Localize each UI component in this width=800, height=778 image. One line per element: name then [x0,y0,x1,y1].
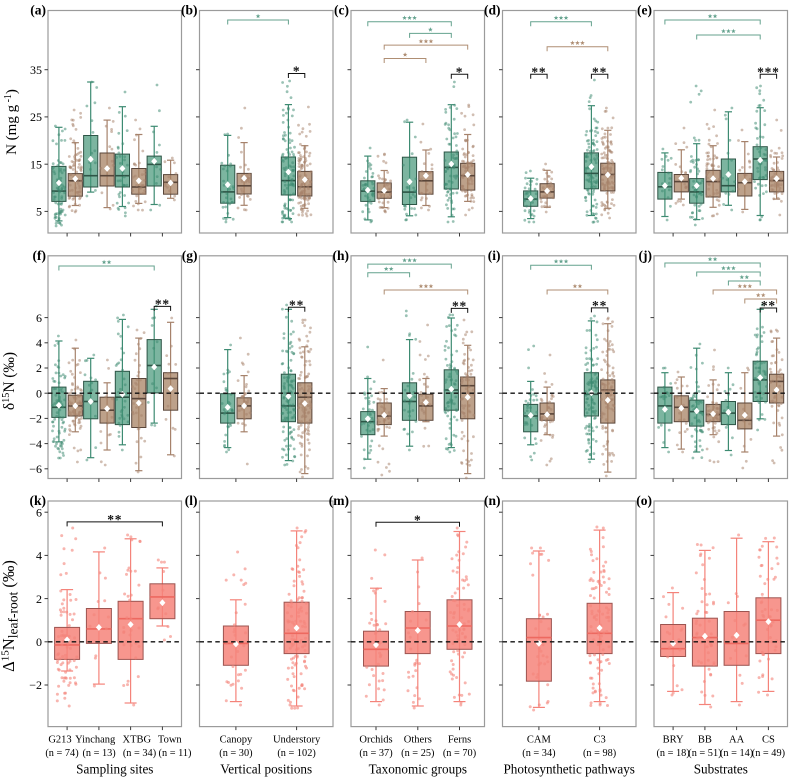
svg-text:(n = 14): (n = 14) [720,748,753,759]
svg-text:(h): (h) [333,248,350,263]
svg-text:CS: CS [762,735,775,746]
svg-text:(n = 49): (n = 49) [752,748,785,759]
svg-text:***: *** [757,64,780,79]
svg-text:(n): (n) [484,493,501,508]
svg-text:(f): (f) [33,248,47,263]
svg-text:0: 0 [36,635,42,649]
svg-text:**: ** [592,64,607,79]
svg-text:Orchids: Orchids [359,735,392,746]
svg-text:Vertical positions: Vertical positions [220,762,312,777]
svg-text:**: ** [155,297,170,312]
svg-text:(a): (a) [30,3,46,18]
svg-text:XTBG: XTBG [123,735,152,746]
svg-text:C3: C3 [593,735,605,746]
svg-text:(k): (k) [30,493,47,508]
svg-text:Sampling sites: Sampling sites [76,762,153,777]
svg-text:Δ15Nleaf-root (‰): Δ15Nleaf-root (‰) [0,560,21,672]
svg-text:(n = 13): (n = 13) [82,748,115,759]
svg-text:Canopy: Canopy [220,735,253,746]
svg-text:Understory: Understory [273,735,321,746]
svg-text:BB: BB [698,735,712,746]
svg-text:G213: G213 [48,735,71,746]
svg-text:Others: Others [404,735,432,746]
svg-text:*: * [456,64,464,79]
svg-text:(n = 11): (n = 11) [159,748,192,759]
svg-text:6: 6 [36,505,42,519]
svg-text:6: 6 [36,311,42,325]
svg-text:4: 4 [36,336,42,350]
svg-text:CAM: CAM [527,735,552,746]
svg-text:35: 35 [30,63,42,77]
svg-text:(g): (g) [182,248,198,263]
svg-text:**: ** [452,299,467,314]
svg-text:(j): (j) [639,248,653,263]
svg-text:(n = 25): (n = 25) [401,748,434,759]
svg-text:(n = 102): (n = 102) [277,748,315,759]
svg-text:(n = 51): (n = 51) [688,748,721,759]
svg-text:**: ** [761,298,776,313]
svg-text:4: 4 [36,549,42,563]
svg-text:Town: Town [158,735,183,746]
svg-text:(i): (i) [488,248,501,263]
svg-text:(n = 37): (n = 37) [359,748,392,759]
svg-text:Substrates: Substrates [694,762,748,777]
svg-text:2: 2 [36,592,42,606]
svg-text:(l): (l) [185,493,198,508]
svg-text:Photosynthetic pathways: Photosynthetic pathways [503,762,635,777]
svg-text:AA: AA [729,735,745,746]
svg-text:−2: −2 [29,678,42,692]
svg-text:(n = 30): (n = 30) [219,748,252,759]
svg-text:**: ** [289,298,304,313]
svg-text:(n = 18): (n = 18) [656,748,689,759]
svg-text:(n = 70): (n = 70) [443,748,476,759]
svg-text:−6: −6 [29,462,42,476]
svg-text:(n = 98): (n = 98) [583,748,616,759]
svg-text:(n = 74): (n = 74) [45,748,78,759]
svg-text:(e): (e) [637,3,652,18]
svg-text:**: ** [107,512,122,527]
svg-text:Taxonomic groups: Taxonomic groups [369,762,467,777]
svg-text:**: ** [592,298,607,313]
svg-text:BRY: BRY [663,735,684,746]
svg-text:(m): (m) [329,493,349,508]
svg-text:2: 2 [36,361,42,375]
svg-text:Ferns: Ferns [448,735,471,746]
svg-text:(d): (d) [484,3,501,18]
svg-text:5: 5 [36,205,42,219]
svg-text:−2: −2 [29,412,42,426]
svg-text:15: 15 [30,157,42,171]
svg-text:N (mg g -1): N (mg g -1) [3,89,20,155]
svg-text:(c): (c) [334,3,349,18]
svg-text:0: 0 [36,386,42,400]
svg-text:(n = 34): (n = 34) [522,748,555,759]
svg-text:(n = 34): (n = 34) [123,748,156,759]
svg-text:(b): (b) [181,3,198,18]
svg-text:(o): (o) [636,493,652,508]
svg-text:*: * [293,64,301,79]
svg-text:Yinchang: Yinchang [75,735,116,746]
svg-text:**: ** [531,64,546,79]
svg-text:25: 25 [30,110,42,124]
svg-text:−4: −4 [29,437,42,451]
svg-text:*: * [414,512,422,527]
